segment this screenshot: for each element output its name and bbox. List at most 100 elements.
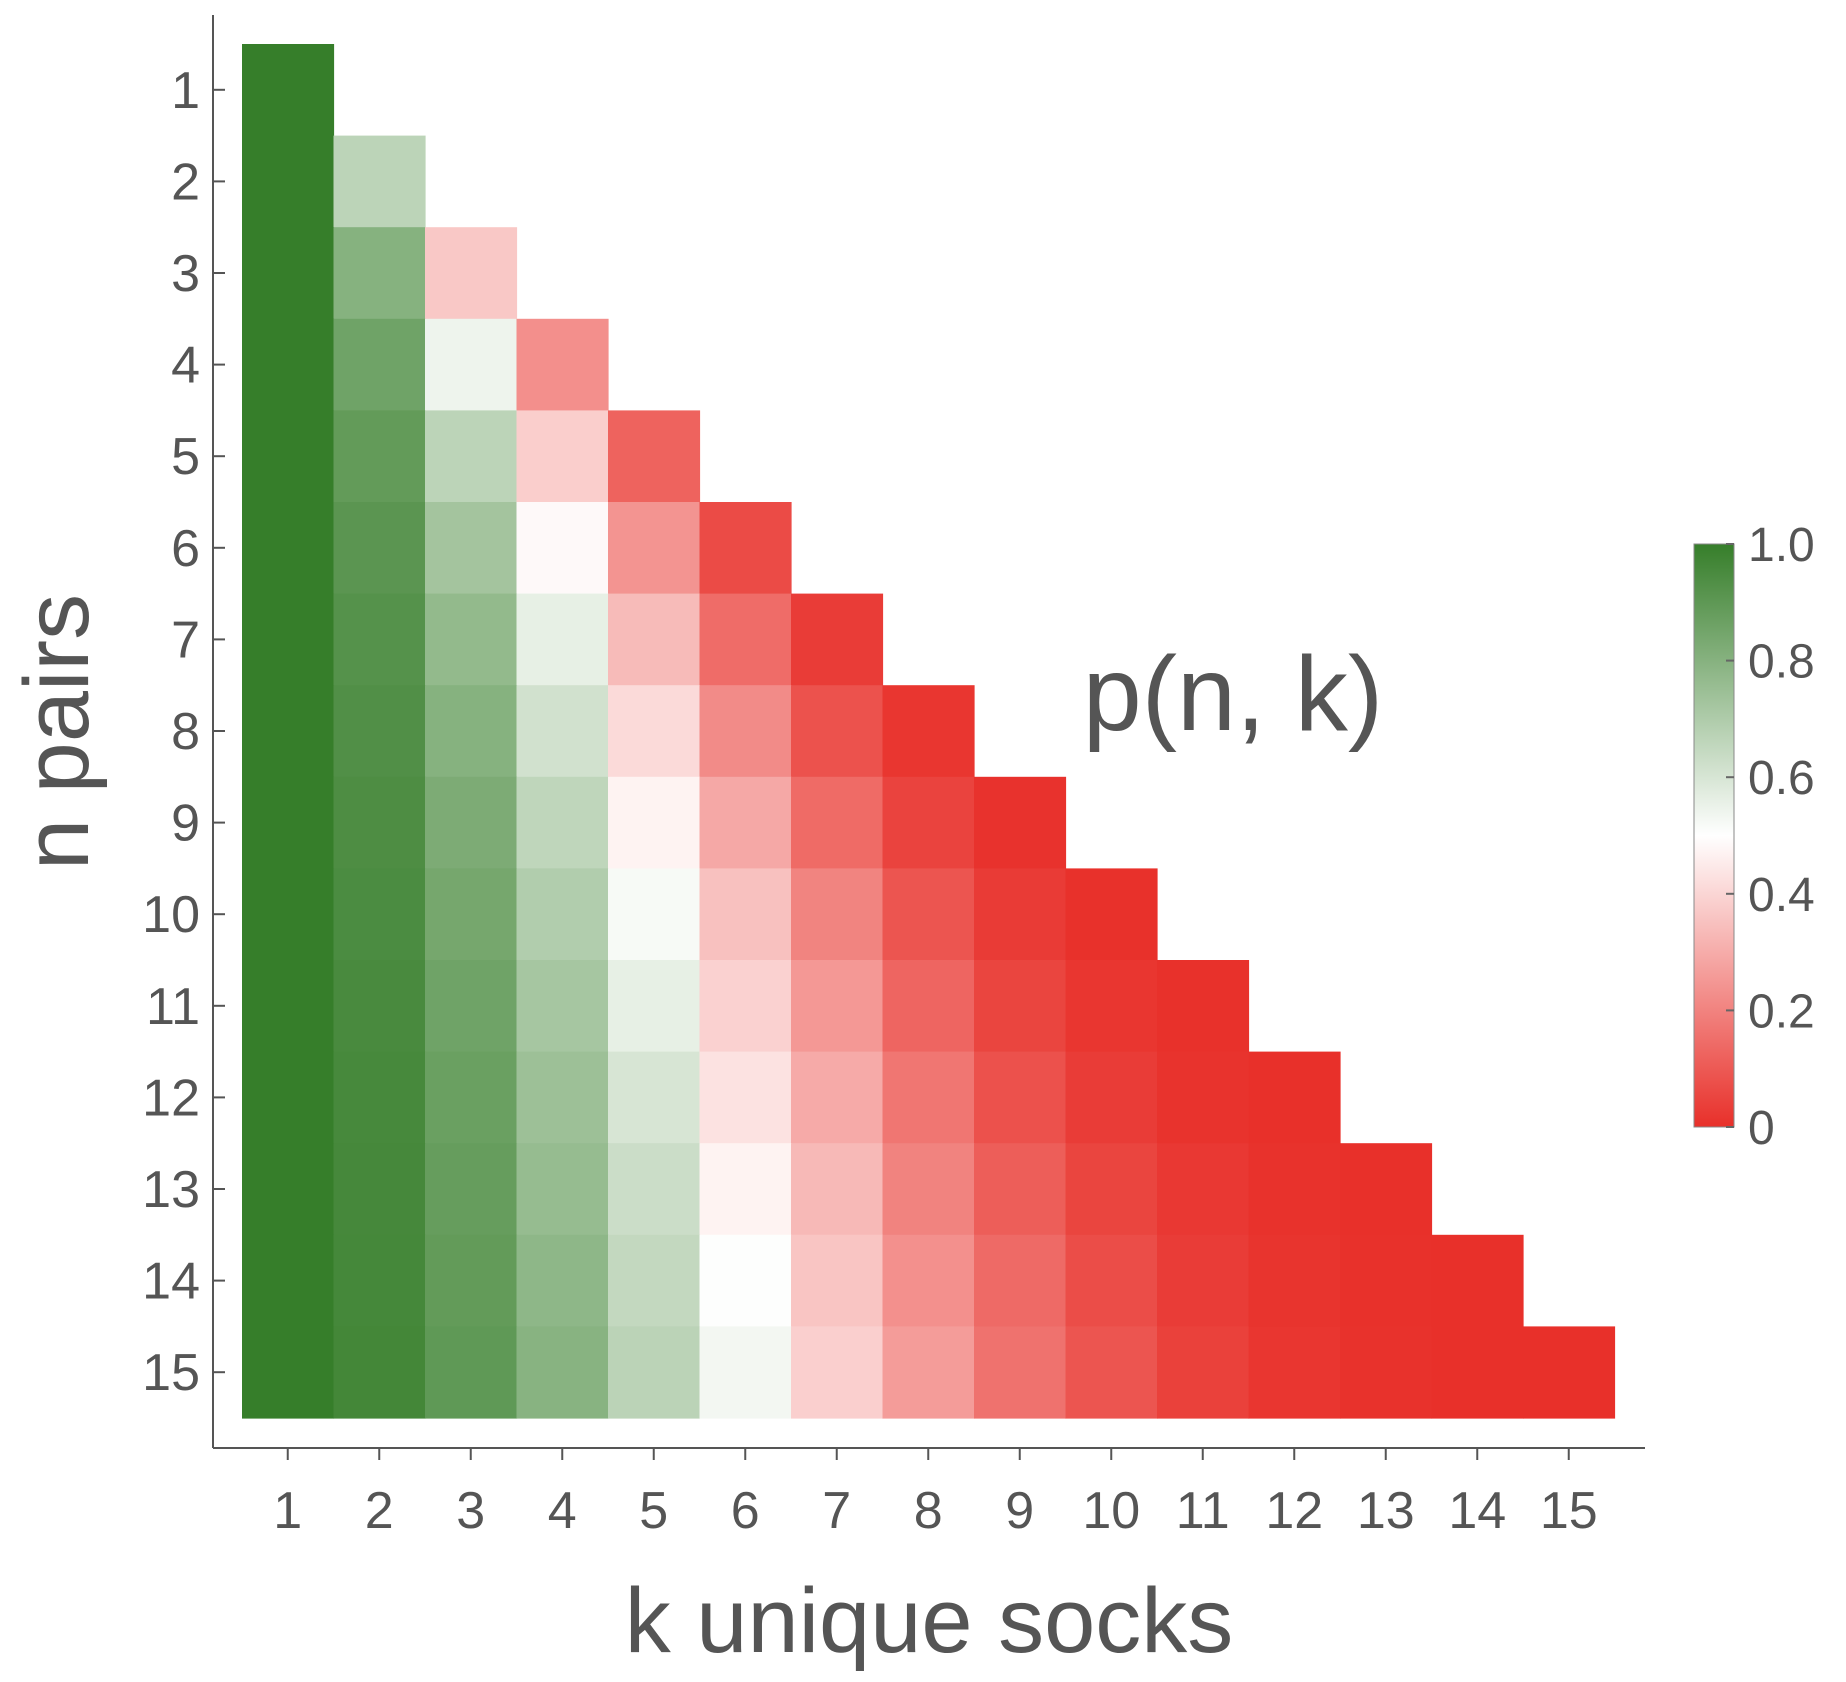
heatmap-cell — [242, 410, 335, 503]
heatmap-cell — [333, 960, 426, 1053]
heatmap-cell — [699, 960, 792, 1053]
heatmap-cell — [333, 135, 426, 228]
heatmap-cell — [333, 1051, 426, 1144]
heatmap-cell — [791, 1051, 884, 1144]
heatmap-cell — [516, 1234, 609, 1327]
heatmap-cell — [516, 868, 609, 961]
heatmap-cell — [1157, 1051, 1250, 1144]
heatmap-cell — [242, 1143, 335, 1236]
y-tick-label: 3 — [171, 245, 200, 303]
colorbar-tick-label: 0.2 — [1748, 985, 1815, 1038]
heatmap-cell — [699, 593, 792, 686]
heatmap-cell — [333, 685, 426, 778]
heatmap-cell — [974, 1234, 1067, 1327]
colorbar-tick-label: 0 — [1748, 1102, 1775, 1155]
colorbar-tick-label: 0.8 — [1748, 636, 1815, 689]
heatmap-cell — [1248, 1143, 1341, 1236]
heatmap-cell — [1065, 1326, 1158, 1419]
heatmap-cell — [333, 410, 426, 503]
heatmap-cell — [608, 502, 701, 595]
heatmap-cell — [791, 1143, 884, 1236]
colorbar-tick-label: 0.6 — [1748, 752, 1815, 805]
colorbar-ticks: 0 0.2 0.4 0.6 0.8 1.0 — [1726, 519, 1815, 1155]
heatmap-cell — [1248, 1234, 1341, 1327]
heatmap-cell — [608, 1326, 701, 1419]
heatmap-cell — [608, 776, 701, 869]
x-tick-label: 1 — [273, 1482, 302, 1540]
heatmap-cell — [791, 776, 884, 869]
y-tick-label: 14 — [142, 1253, 200, 1311]
heatmap-cell — [882, 685, 975, 778]
y-tick-label: 8 — [171, 703, 200, 761]
heatmap-cell — [699, 776, 792, 869]
heatmap-cell — [516, 776, 609, 869]
heatmap-cell — [1065, 1234, 1158, 1327]
heatmap-cell — [699, 1234, 792, 1327]
heatmap-cell — [1248, 1051, 1341, 1144]
y-tick-label: 5 — [171, 428, 200, 486]
heatmap-cell — [791, 685, 884, 778]
heatmap-cell — [333, 776, 426, 869]
heatmap-cell — [425, 868, 518, 961]
x-tick-label: 4 — [548, 1482, 577, 1540]
heatmap-cell — [699, 1143, 792, 1236]
heatmap-cell — [425, 410, 518, 503]
heatmap-cell — [242, 960, 335, 1053]
x-tick-label: 3 — [456, 1482, 485, 1540]
colorbar-tick-label: 1.0 — [1748, 519, 1815, 572]
heatmap-cells — [242, 44, 1616, 1419]
heatmap-cell — [791, 1234, 884, 1327]
heatmap-cell — [1157, 1143, 1250, 1236]
heatmap-cell — [1157, 1234, 1250, 1327]
colorbar: 0 0.2 0.4 0.6 0.8 1.0 — [1693, 519, 1815, 1155]
heatmap-cell — [699, 685, 792, 778]
heatmap-cell — [882, 1234, 975, 1327]
heatmap-cell — [974, 868, 1067, 961]
x-tick-label: 15 — [1540, 1482, 1598, 1540]
heatmap-cell — [791, 960, 884, 1053]
x-tick-label: 7 — [822, 1482, 851, 1540]
heatmap-cell — [333, 593, 426, 686]
heatmap-cell — [242, 685, 335, 778]
chart-annotation: p(n, k) — [1083, 635, 1383, 753]
x-axis-title: k unique socks — [625, 1570, 1234, 1672]
heatmap-cell — [242, 318, 335, 411]
heatmap-cell — [333, 1143, 426, 1236]
y-tick-label: 7 — [171, 611, 200, 669]
heatmap-cell — [242, 1326, 335, 1419]
y-axis-title: n pairs — [6, 594, 108, 870]
heatmap-cell — [791, 868, 884, 961]
heatmap-cell — [608, 1051, 701, 1144]
heatmap-cell — [425, 1051, 518, 1144]
heatmap-cell — [516, 593, 609, 686]
heatmap-cell — [516, 502, 609, 595]
colorbar-tick-label: 0.4 — [1748, 869, 1815, 922]
heatmap-cell — [516, 1326, 609, 1419]
heatmap-cell — [242, 776, 335, 869]
heatmap-cell — [425, 502, 518, 595]
heatmap-cell — [333, 502, 426, 595]
heatmap-cell — [608, 960, 701, 1053]
heatmap-cell — [425, 1234, 518, 1327]
heatmap-cell — [333, 1234, 426, 1327]
heatmap-cell — [425, 593, 518, 686]
heatmap-cell — [333, 318, 426, 411]
heatmap-cell — [791, 1326, 884, 1419]
heatmap-cell — [516, 410, 609, 503]
heatmap-cell — [608, 1143, 701, 1236]
heatmap-cell — [608, 868, 701, 961]
x-tick-label: 13 — [1357, 1482, 1415, 1540]
y-tick-label: 4 — [171, 337, 200, 395]
heatmap-cell — [242, 868, 335, 961]
heatmap-cell — [1248, 1326, 1341, 1419]
y-tick-label: 10 — [142, 886, 200, 944]
heatmap-cell — [608, 1234, 701, 1327]
heatmap-cell — [882, 1326, 975, 1419]
y-tick-label: 1 — [171, 62, 200, 120]
heatmap-cell — [516, 960, 609, 1053]
heatmap-cell — [974, 960, 1067, 1053]
heatmap-cell — [242, 593, 335, 686]
heatmap-cell — [1431, 1234, 1524, 1327]
heatmap-cell — [882, 776, 975, 869]
